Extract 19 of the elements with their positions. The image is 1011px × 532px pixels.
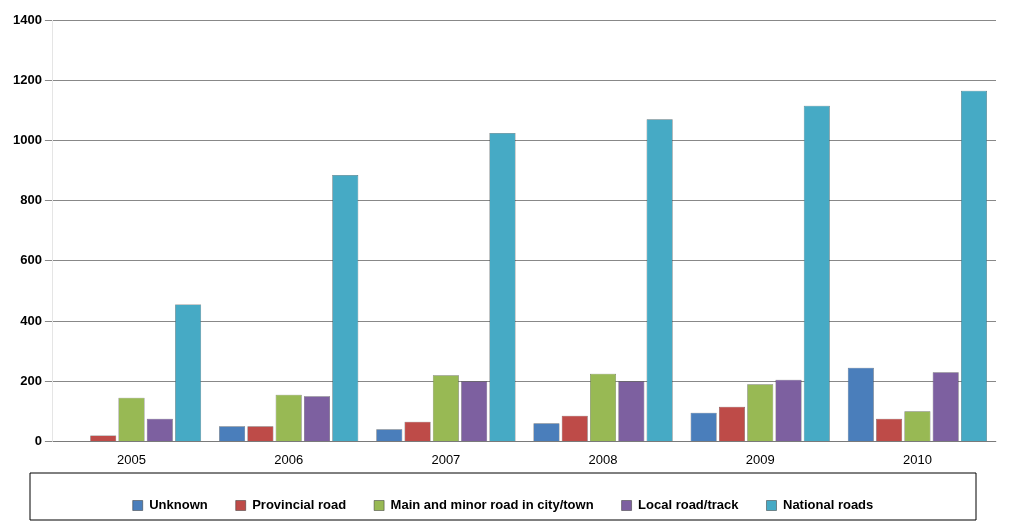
x-tick-label: 2006 — [274, 451, 304, 467]
x-tick-label: 2010 — [902, 451, 932, 467]
y-tick-label: 1200 — [13, 71, 42, 87]
x-tick-label: 2005 — [117, 451, 146, 467]
x-tick-label: 2007 — [431, 451, 461, 467]
y-tick-label: 800 — [20, 192, 42, 208]
legend-label: Provincial road — [252, 497, 347, 513]
legend-label: National roads — [783, 497, 874, 513]
y-tick-label: 200 — [20, 372, 42, 388]
x-tick-label: 2009 — [745, 451, 775, 467]
legend-label: Unknown — [149, 497, 208, 513]
y-tick-label: 600 — [20, 252, 42, 268]
y-tick-label: 1000 — [13, 131, 42, 147]
x-tick-label: 2008 — [588, 451, 618, 467]
legend-label: Main and minor road in city/town — [390, 497, 594, 513]
y-tick-label: 1400 — [13, 11, 42, 27]
y-tick-label: 0 — [34, 432, 42, 448]
legend-label: Local road/track — [638, 497, 740, 513]
y-tick-label: 400 — [20, 312, 42, 328]
